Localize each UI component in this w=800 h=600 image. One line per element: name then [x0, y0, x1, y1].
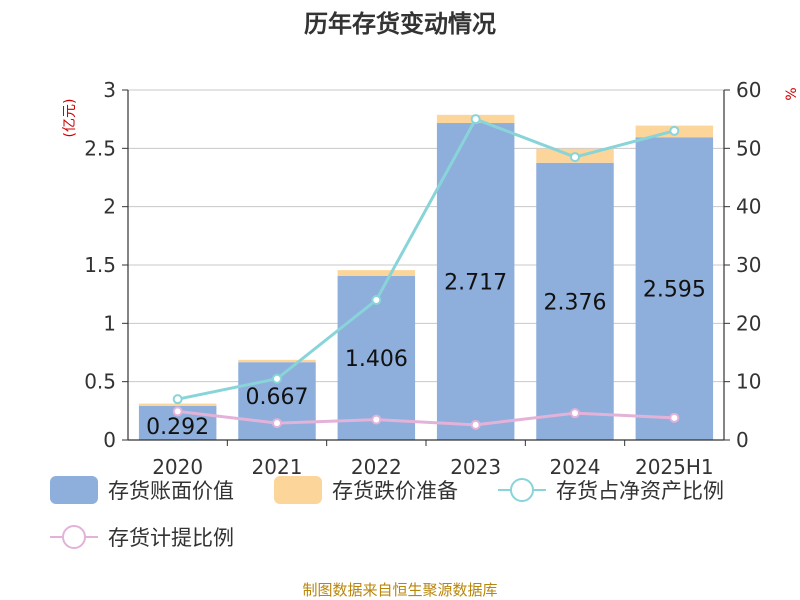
right-tick-label: 0 [736, 428, 749, 452]
left-tick-label: 0.5 [84, 370, 116, 394]
legend-label: 存货占净资产比例 [556, 479, 724, 503]
bar-value-label: 0.292 [146, 415, 209, 440]
line-point [272, 373, 282, 384]
right-tick-label: 60 [736, 78, 761, 102]
line-point [669, 125, 680, 136]
bar-value-label: 2.595 [643, 278, 706, 303]
right-tick-label: 10 [736, 370, 761, 394]
x-tick-label: 2022 [351, 455, 402, 479]
line-point [570, 152, 580, 163]
right-tick-label: 20 [736, 311, 761, 335]
bar-value-label: 1.406 [345, 347, 408, 372]
series-line [177, 409, 675, 427]
x-tick-label: 2021 [252, 455, 303, 479]
legend-item[interactable]: 存货跌价准备 [274, 476, 458, 504]
bar [337, 270, 416, 276]
bar-value-label: 2.717 [444, 271, 507, 296]
line-point [470, 114, 481, 125]
grid-lines [128, 89, 724, 383]
line-point [470, 419, 481, 430]
bar-value-label: 2.376 [544, 290, 607, 315]
source-note: 制图数据来自恒生聚源数据库 [302, 581, 497, 599]
legend-swatch-marker [510, 478, 534, 502]
bars [138, 114, 714, 441]
x-tick-label: 2023 [450, 455, 501, 479]
left-tick-label: 1.5 [84, 253, 116, 277]
x-tick-label: 2020 [152, 455, 203, 479]
bar-value-label: 0.667 [246, 385, 309, 410]
bar [635, 137, 714, 440]
bar [536, 162, 614, 441]
bar [436, 123, 515, 441]
left-tick-label: 3 [103, 78, 116, 102]
right-axis-unit: % [784, 87, 800, 100]
line-point [371, 295, 382, 305]
legend-swatch [274, 476, 322, 504]
line-point [272, 418, 282, 429]
left-tick-label: 2.5 [84, 136, 116, 160]
line-point [172, 406, 183, 417]
legend-swatch-marker [62, 525, 86, 549]
x-tick-label: 2024 [550, 455, 601, 479]
left-tick-label: 0 [103, 428, 116, 452]
line-point [172, 394, 183, 405]
bar [238, 359, 316, 363]
bar [138, 403, 217, 406]
legend-item[interactable]: 存货占净资产比例 [498, 478, 724, 503]
legend-item[interactable]: 存货账面价值 [50, 476, 234, 504]
line-point [669, 412, 680, 423]
right-tick-label: 50 [736, 136, 761, 160]
series-lines [172, 114, 680, 430]
legend-label: 存货计提比例 [108, 526, 234, 550]
left-axis-unit: (亿元) [62, 99, 78, 138]
left-tick-label: 1 [103, 311, 116, 335]
line-point [371, 414, 382, 425]
legend-label: 存货跌价准备 [332, 479, 458, 503]
chart-title: 历年存货变动情况 [304, 10, 496, 38]
series-line [177, 117, 675, 401]
left-tick-label: 2 [103, 195, 116, 219]
legend-label: 存货账面价值 [108, 479, 234, 503]
data-labels: 0.292 0.667 1.406 2.717 2.376 2.595 [146, 271, 706, 440]
legend-swatch [50, 476, 98, 504]
x-tick-label: 2025H1 [635, 455, 714, 479]
legend-item[interactable]: 存货计提比例 [50, 525, 234, 550]
right-tick-label: 40 [736, 195, 761, 219]
line-point [570, 408, 580, 419]
right-tick-label: 30 [736, 253, 761, 277]
